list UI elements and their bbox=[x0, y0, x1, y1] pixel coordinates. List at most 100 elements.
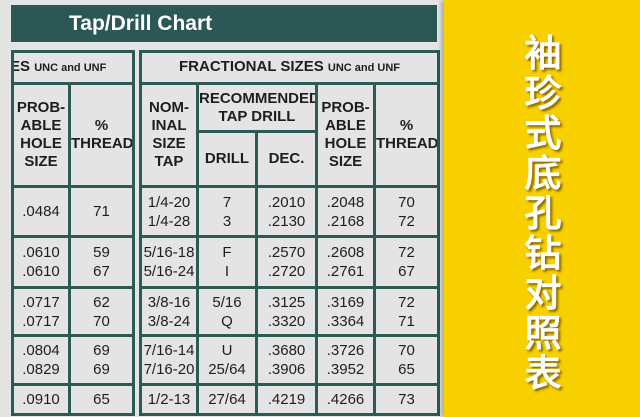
cell-line: THREAD bbox=[376, 135, 439, 152]
header-drill: DRILL bbox=[196, 130, 258, 188]
title-bar: Tap/Drill Chart bbox=[11, 5, 437, 42]
cell-line: U bbox=[221, 342, 233, 359]
cell-thread: 72 71 bbox=[372, 286, 441, 337]
cell-drill: U 25/64 bbox=[196, 334, 258, 386]
cell-line: 1/4-28 bbox=[147, 212, 191, 230]
cell-thread: 69 69 bbox=[67, 334, 136, 386]
cell-hole: .2048.2168 bbox=[315, 185, 376, 238]
cell-line: 71 bbox=[93, 203, 110, 220]
cell-hole: .0484 bbox=[11, 185, 71, 238]
cell-line: 70 bbox=[398, 342, 415, 359]
group-title: FRACTIONAL SIZES bbox=[179, 58, 324, 75]
cell-line: .4266 bbox=[326, 391, 365, 408]
cell-line: NOM- bbox=[149, 99, 189, 116]
table-row: 5/16-18 5/16-24 F I .2570.2720.2608.2761 72 67 bbox=[139, 235, 441, 289]
cell-thread: 70 72 bbox=[372, 185, 441, 238]
cell-line: .3169 bbox=[326, 293, 365, 311]
cell-tap: 1/2-13 bbox=[139, 383, 199, 416]
cell-drill: 27/64 bbox=[196, 383, 258, 416]
table-row: .0484 71 bbox=[11, 185, 136, 238]
cell-line: .2130 bbox=[267, 212, 306, 230]
cell-line: .3726 bbox=[326, 342, 365, 359]
cell-line: PROB- bbox=[321, 99, 370, 116]
cell-line: .3320 bbox=[267, 312, 306, 330]
cell-line: .3680 bbox=[267, 342, 306, 359]
cell-line: 7/16-20 bbox=[143, 361, 195, 378]
chart-panel: Tap/Drill Chart ES UNC and UNF PROB-ABLE… bbox=[10, 5, 441, 416]
cell-line: .2168 bbox=[326, 212, 365, 230]
cell-dec: .3680 .3906 bbox=[255, 334, 318, 386]
cell-hole: .0910 bbox=[11, 383, 71, 416]
cell-line: 71 bbox=[398, 312, 415, 330]
cell-line: .0610 bbox=[22, 244, 60, 261]
cell-line: 70 bbox=[93, 312, 110, 330]
table-row: 1/2-13 27/64 .4219 .4266 73 bbox=[139, 383, 441, 416]
cell-line: .2048 bbox=[326, 193, 365, 211]
cell-line: TAP DRILL bbox=[218, 107, 296, 125]
cell-hole: .4266 bbox=[315, 383, 376, 416]
side-caption: 袖珍式底孔钻对照表 bbox=[524, 32, 562, 395]
header-hole-size: PROB- ABLE HOLE SIZE bbox=[11, 82, 71, 188]
cell-line: .3364 bbox=[326, 312, 365, 330]
cell-line: .2608 bbox=[326, 244, 365, 261]
cell-line: % bbox=[94, 117, 109, 134]
cell-line: 7/16-14 bbox=[143, 342, 195, 359]
cell-dec: .2570 .2720 bbox=[255, 235, 318, 289]
cell-line: 1/4-20 bbox=[147, 193, 191, 211]
table-row: .0804.0829 69 69 bbox=[11, 334, 136, 386]
cell-line: 5/16-24 bbox=[143, 263, 195, 280]
cell-line: 3/8-24 bbox=[147, 312, 191, 330]
cell-line: 1/2-13 bbox=[147, 391, 191, 408]
cell-line: 7 bbox=[222, 193, 232, 211]
cell-tap: 5/16-18 5/16-24 bbox=[139, 235, 199, 289]
cell-line: 5/16 bbox=[212, 293, 242, 311]
cell-line: 27/64 bbox=[208, 391, 246, 408]
cell-dec: .2010.2130 bbox=[255, 185, 318, 238]
group-title: ES bbox=[16, 58, 31, 75]
cell-thread: 73 bbox=[372, 383, 441, 416]
cell-line: .0610 bbox=[22, 263, 60, 280]
cell-line: INAL bbox=[151, 117, 187, 134]
cell-line: SIZE bbox=[152, 135, 186, 152]
cell-line: 67 bbox=[398, 263, 415, 280]
header-thread: % THREAD bbox=[372, 82, 441, 188]
cell-hole: .0610 .0610 bbox=[11, 235, 71, 289]
cell-line: 65 bbox=[398, 361, 415, 378]
cell-line: 59 bbox=[93, 244, 110, 261]
right-group-header: FRACTIONAL SIZES UNC and UNF bbox=[138, 50, 441, 85]
cell-line: 3 bbox=[222, 212, 232, 230]
left-table: ES UNC and UNF PROB-ABLEHOLESIZE%THREAD … bbox=[10, 50, 136, 416]
cell-line: .2010 bbox=[267, 193, 306, 211]
cell-line: .3125 bbox=[267, 293, 306, 311]
cell-dec: .3125.3320 bbox=[255, 286, 318, 337]
cell-line: 73 bbox=[398, 391, 415, 408]
cell-thread: 70 65 bbox=[372, 334, 441, 386]
cell-line: 72 bbox=[398, 293, 415, 311]
cell-thread: 71 bbox=[67, 185, 136, 238]
side-panel: 袖珍式底孔钻对照表 bbox=[444, 0, 640, 417]
cell-hole: .0717.0717 bbox=[11, 286, 71, 337]
cell-line: SIZE bbox=[328, 153, 363, 170]
cell-thread: 62 70 bbox=[67, 286, 136, 337]
cell-line: 25/64 bbox=[208, 361, 246, 378]
cell-hole: .2608 .2761 bbox=[315, 235, 376, 289]
cell-line: 5/16-18 bbox=[143, 244, 195, 261]
cell-line: HOLE bbox=[324, 135, 367, 152]
cell-dec: .4219 bbox=[255, 383, 318, 416]
header-thread: % THREAD bbox=[67, 82, 136, 188]
group-subtitle: UNC and UNF bbox=[34, 62, 107, 74]
cell-line: THREAD bbox=[71, 135, 134, 152]
cell-line: .3952 bbox=[326, 361, 365, 378]
cell-line: PROB- bbox=[16, 99, 66, 116]
cell-line: .2761 bbox=[326, 263, 365, 280]
table-row: 1/4-20 1/4-28 7 3.2010.2130.2048.2168 70 72 bbox=[139, 185, 441, 238]
cell-line: I bbox=[224, 263, 230, 280]
header-nominal-size: NOM- INAL SIZE TAP bbox=[139, 82, 199, 188]
cell-thread: 65 bbox=[67, 383, 136, 416]
cell-line: RECOMMENDED bbox=[199, 89, 317, 107]
cell-line: Q bbox=[221, 312, 233, 330]
cell-line: ABLE bbox=[325, 117, 366, 134]
page-title: Tap/Drill Chart bbox=[69, 12, 213, 35]
cell-line: .0717 bbox=[22, 312, 60, 330]
